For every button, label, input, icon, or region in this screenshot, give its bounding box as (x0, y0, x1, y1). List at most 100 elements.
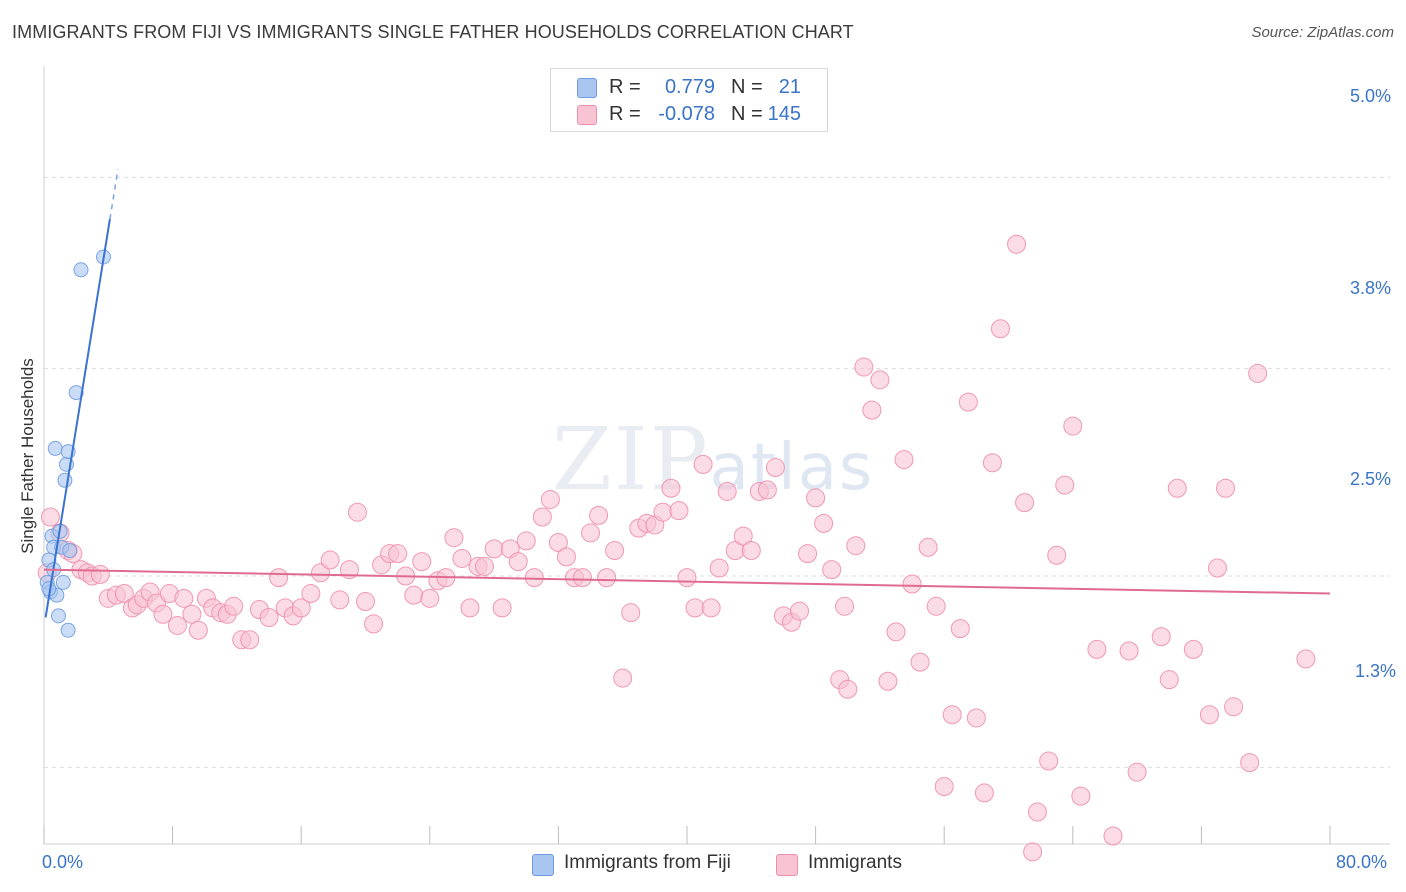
data-point-immigrants (1015, 493, 1035, 513)
data-point-immigrants (605, 540, 625, 560)
data-point-immigrants (1087, 639, 1107, 659)
legend-swatch-fiji (577, 78, 597, 98)
data-point-immigrants (765, 458, 785, 478)
data-point-immigrants (188, 620, 208, 640)
data-point-immigrants (347, 502, 367, 522)
data-point-immigrants (532, 507, 552, 527)
data-point-immigrants (548, 533, 568, 553)
data-point-fiji (73, 262, 89, 278)
data-point-immigrants (854, 357, 874, 377)
data-point-immigrants (291, 598, 311, 618)
data-point-immigrants (733, 526, 753, 546)
data-point-immigrants (934, 777, 954, 797)
data-point-immigrants (806, 488, 826, 508)
watermark-zip: ZIP (552, 410, 710, 510)
data-point-immigrants (240, 630, 260, 650)
data-point-immigrants (114, 584, 134, 604)
data-point-fiji (57, 472, 73, 488)
x-tick-label-min: 0.0% (42, 852, 84, 872)
legend-row-immigrants: R = -0.078 N = 145 (551, 101, 827, 127)
grid-lines (44, 176, 1390, 768)
legend-n-label: N = (731, 103, 763, 125)
data-point-immigrants (990, 319, 1010, 339)
data-point-immigrants (452, 548, 472, 568)
data-point-immigrants (589, 505, 609, 525)
data-point-immigrants (958, 392, 978, 412)
data-point-fiji (62, 542, 78, 558)
data-point-immigrants (790, 601, 810, 621)
data-point-immigrants (669, 501, 689, 521)
legend-r-value: 0.779 (664, 76, 715, 98)
data-point-immigrants (1007, 234, 1027, 254)
data-point-immigrants (982, 453, 1002, 473)
data-point-fiji (60, 622, 76, 638)
data-point-immigrants (508, 552, 528, 572)
data-point-immigrants (902, 574, 922, 594)
data-point-immigrants (1167, 478, 1187, 498)
data-point-immigrants (1296, 649, 1316, 669)
chart-title: IMMIGRANTS FROM FIJI VS IMMIGRANTS SINGL… (12, 22, 854, 42)
data-point-immigrants (709, 558, 729, 578)
data-point-immigrants (310, 563, 330, 583)
data-point-immigrants (524, 568, 544, 588)
data-point-immigrants (918, 537, 938, 557)
source-credit: Source: ZipAtlas.com (1251, 24, 1394, 41)
data-point-immigrants (974, 783, 994, 803)
data-point-immigrants (339, 560, 359, 580)
data-point-immigrants (597, 568, 617, 588)
fiji-points (39, 249, 111, 638)
data-point-immigrants (1039, 751, 1059, 771)
data-point-immigrants (444, 528, 464, 548)
data-point-immigrants (1127, 762, 1147, 782)
data-point-immigrants (1103, 826, 1123, 846)
legend-n-label: N = (731, 76, 763, 98)
correlation-legend: R = 0.779 N = 21 R = -0.078 N = 145 (550, 68, 828, 132)
data-point-immigrants (894, 450, 914, 470)
data-point-immigrants (320, 550, 340, 570)
trend-line-immigrants (43, 568, 1331, 595)
data-point-immigrants (474, 556, 494, 576)
data-point-immigrants (1119, 641, 1139, 661)
data-point-immigrants (613, 668, 633, 688)
data-point-immigrants (484, 539, 504, 559)
y-tick-label-25: 2.5% (1350, 469, 1392, 489)
data-point-immigrants (621, 603, 641, 623)
data-point-immigrants (1207, 558, 1227, 578)
data-point-fiji (47, 440, 63, 456)
data-point-immigrants (862, 400, 882, 420)
data-point-immigrants (412, 552, 432, 572)
data-point-immigrants (364, 614, 384, 634)
data-point-immigrants (1071, 786, 1091, 806)
data-point-immigrants (269, 568, 289, 588)
data-point-immigrants (330, 590, 350, 610)
data-point-immigrants (516, 531, 536, 551)
y-tick-label-5: 5.0% (1350, 86, 1392, 106)
trend-line-fiji-extension (109, 169, 119, 220)
data-point-immigrants (259, 607, 279, 627)
data-point-immigrants (404, 585, 424, 605)
data-point-fiji (68, 385, 84, 401)
data-point-immigrants (301, 584, 321, 604)
data-point-immigrants (224, 596, 244, 616)
data-point-immigrants (573, 568, 593, 588)
data-point-immigrants (420, 588, 440, 608)
data-point-immigrants (90, 564, 110, 584)
data-point-immigrants (798, 544, 818, 564)
data-point-immigrants (1063, 416, 1083, 436)
watermark-atlas: atlas (709, 431, 875, 505)
data-point-immigrants (846, 536, 866, 556)
data-point-immigrants (581, 523, 601, 543)
data-point-immigrants (741, 540, 761, 560)
data-point-fiji (50, 608, 66, 624)
data-point-immigrants (540, 489, 560, 509)
trend-line-fiji (44, 218, 111, 618)
data-point-immigrants (167, 615, 187, 635)
data-point-immigrants (942, 705, 962, 725)
trend-lines (43, 169, 1331, 618)
axes (43, 66, 1390, 845)
y-tick-label-38: 3.8% (1350, 278, 1392, 298)
legend-swatch-immigrants (577, 105, 597, 125)
data-point-immigrants (685, 598, 705, 618)
legend-r-label: R = (609, 103, 641, 125)
